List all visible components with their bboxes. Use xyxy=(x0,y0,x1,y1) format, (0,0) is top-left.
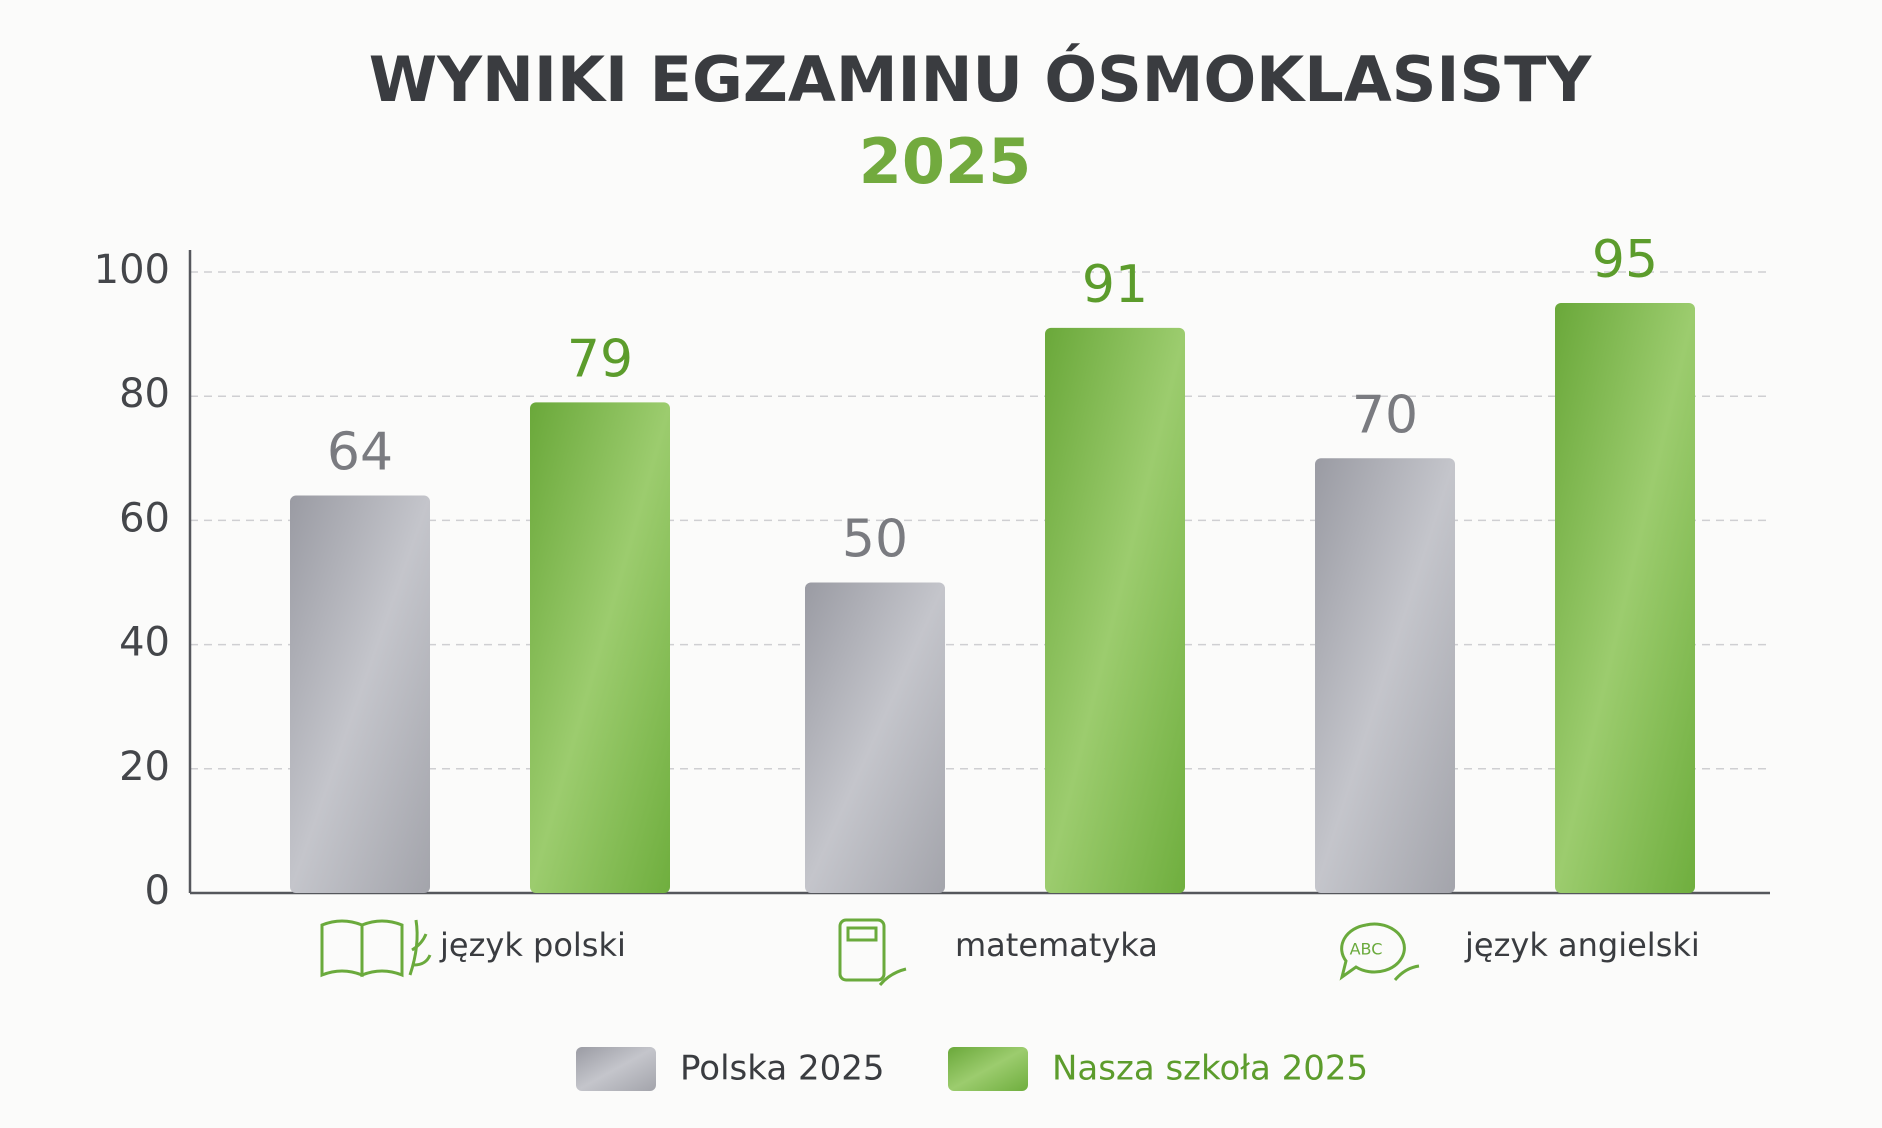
value-label: 64 xyxy=(327,423,393,483)
leaf-icon xyxy=(1393,964,1420,981)
bar xyxy=(1555,303,1695,893)
speech-icon xyxy=(1339,922,1406,981)
calculator-screen xyxy=(846,926,878,942)
y-tick-label: 40 xyxy=(119,620,170,666)
y-tick-label: 0 xyxy=(145,868,170,914)
x-tick-label: matematyka xyxy=(955,926,1158,964)
legend-swatch xyxy=(576,1047,656,1091)
legend-label: Polska 2025 xyxy=(680,1049,885,1089)
legend-label: Nasza szkoła 2025 xyxy=(1052,1049,1368,1089)
bar xyxy=(805,582,945,893)
chart-subtitle: 2025 xyxy=(859,125,1032,198)
bar xyxy=(290,495,430,893)
bar xyxy=(1315,458,1455,893)
value-label: 95 xyxy=(1592,230,1658,290)
x-tick-label: język polski xyxy=(439,926,626,964)
value-label: 50 xyxy=(842,510,908,570)
y-tick-label: 60 xyxy=(119,495,170,541)
value-label: 70 xyxy=(1352,385,1418,445)
bar xyxy=(1045,327,1185,893)
leaf-icon xyxy=(878,967,907,986)
book-icon xyxy=(320,919,404,978)
legend-swatch xyxy=(948,1047,1028,1091)
y-tick-label: 80 xyxy=(119,371,170,417)
abc-icon-text: ABC xyxy=(1350,940,1383,959)
y-tick-label: 100 xyxy=(94,247,170,293)
leaf-icon xyxy=(408,919,432,976)
bar xyxy=(530,402,670,893)
value-label: 91 xyxy=(1082,255,1148,315)
category-icons xyxy=(320,918,1420,986)
calculator-icon xyxy=(838,918,886,982)
y-tick-label: 20 xyxy=(119,744,170,790)
chart-title: WYNIKI EGZAMINU ÓSMOKLASISTY xyxy=(369,43,1593,116)
x-tick-label: język angielski xyxy=(1464,926,1700,964)
value-label: 79 xyxy=(567,329,633,389)
